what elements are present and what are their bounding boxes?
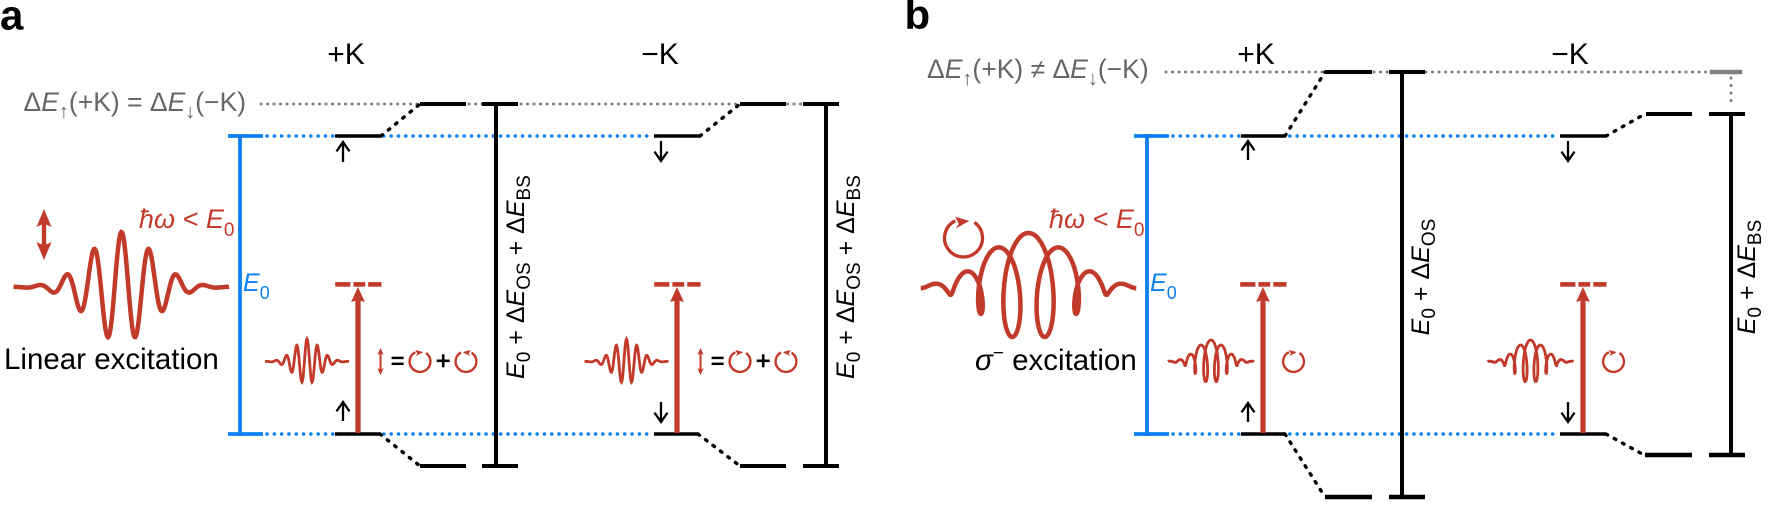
svg-text:−K: −K bbox=[641, 38, 679, 71]
svg-text:b: b bbox=[905, 0, 931, 38]
svg-text:σ− excitation: σ− excitation bbox=[975, 343, 1137, 377]
svg-text:−K: −K bbox=[1551, 38, 1589, 71]
svg-text:E0​ + ΔEOS​: E0​ + ΔEOS​ bbox=[1407, 219, 1440, 336]
svg-text:a: a bbox=[0, 0, 24, 39]
svg-text:+K: +K bbox=[1237, 38, 1275, 71]
svg-text:ΔE↑(+K) ≠ ΔE↓(−K): ΔE↑(+K) ≠ ΔE↓(−K) bbox=[927, 54, 1149, 90]
svg-text:+K: +K bbox=[327, 38, 365, 71]
svg-text:E0​ + ΔEOS​ + ΔEBS​: E0​ + ΔEOS​ + ΔEBS​ bbox=[502, 175, 535, 379]
svg-text:ΔE↑(+K) = ΔE↓(−K): ΔE↑(+K) = ΔE↓(−K) bbox=[24, 87, 247, 123]
svg-text:E0​ + ΔEOS​ + ΔEBS​: E0​ + ΔEOS​ + ΔEBS​ bbox=[832, 175, 865, 379]
svg-text:Linear excitation: Linear excitation bbox=[4, 343, 219, 376]
svg-text:E0​ + ΔEBS​: E0​ + ΔEBS​ bbox=[1733, 220, 1766, 335]
